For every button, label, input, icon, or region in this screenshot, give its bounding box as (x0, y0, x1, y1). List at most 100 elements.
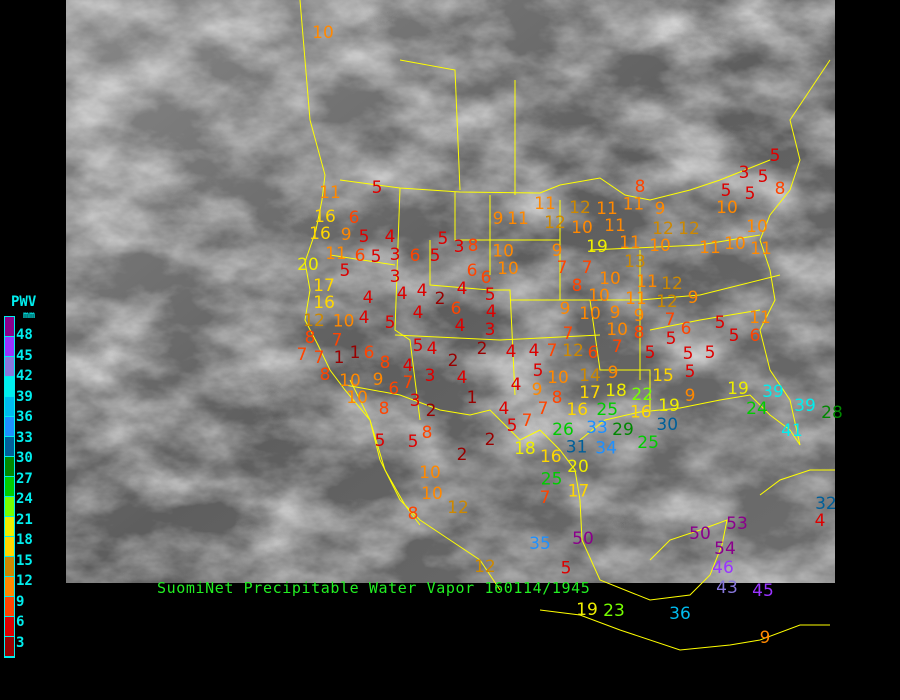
station-pwv-value: 5 (372, 178, 383, 198)
station-pwv-value: 10 (339, 371, 361, 391)
legend-band (5, 477, 14, 497)
station-pwv-value: 2 (435, 289, 446, 309)
state-line (559, 200, 651, 410)
station-pwv-value: 1 (334, 348, 345, 368)
station-pwv-value: 11 (534, 194, 556, 214)
political-borders (299, 0, 835, 651)
us-mexico-border (344, 384, 541, 441)
station-pwv-value: 10 (599, 269, 621, 289)
station-pwv-value: 41 (781, 421, 803, 441)
station-pwv-value: 4 (385, 227, 396, 247)
station-pwv-value: 33 (586, 418, 608, 438)
station-pwv-value: 11 (699, 238, 721, 258)
station-pwv-value: 12 (303, 311, 325, 331)
station-pwv-value: 5 (408, 432, 419, 452)
station-pwv-value: 16 (309, 224, 331, 244)
legend-band (5, 317, 14, 337)
station-pwv-value: 5 (413, 336, 424, 356)
station-pwv-value: 4 (498, 399, 509, 419)
station-pwv-value: 6 (481, 268, 492, 288)
state-line (510, 274, 781, 301)
station-pwv-value: 9 (532, 380, 543, 400)
station-pwv-value: 3 (390, 245, 401, 265)
state-line (454, 192, 491, 275)
station-pwv-value: 5 (729, 326, 740, 346)
station-pwv-value: 3 (739, 163, 750, 183)
station-pwv-value: 7 (522, 411, 533, 431)
station-pwv-value: 11 (625, 289, 647, 309)
station-pwv-value: 50 (689, 524, 711, 544)
legend-band (5, 417, 14, 437)
station-pwv-value: 16 (313, 293, 335, 313)
legend-label: 42 (16, 368, 33, 384)
station-pwv-value: 7 (612, 337, 623, 357)
legend-label: 36 (16, 409, 33, 425)
station-pwv-value: 15 (652, 366, 674, 386)
station-pwv-value: 7 (547, 341, 558, 361)
station-pwv-value: 12 (544, 213, 566, 233)
station-pwv-value: 8 (380, 353, 391, 373)
station-pwv-value: 5 (371, 247, 382, 267)
station-pwv-value: 5 (430, 246, 441, 266)
legend-band (5, 617, 14, 637)
legend-label: 48 (16, 327, 33, 343)
station-pwv-value: 3 (425, 366, 436, 386)
legend-band (5, 437, 14, 457)
station-pwv-value: 5 (359, 227, 370, 247)
station-pwv-value: 18 (605, 381, 627, 401)
station-pwv-value: 9 (341, 225, 352, 245)
station-pwv-value: 43 (716, 578, 738, 598)
legend-label: 21 (16, 511, 33, 528)
station-pwv-value: 17 (313, 276, 335, 296)
station-pwv-value: 12 (562, 341, 584, 361)
station-pwv-value: 12 (569, 198, 591, 218)
station-pwv-value: 2 (457, 445, 468, 465)
station-pwv-value: 5 (375, 431, 386, 451)
legend-unit: mm (23, 310, 36, 321)
station-pwv-value: 6 (467, 261, 478, 281)
station-pwv-value: 17 (579, 383, 601, 403)
station-pwv-value: 5 (715, 313, 726, 333)
legend-band (5, 517, 14, 537)
station-pwv-value: 16 (314, 207, 336, 227)
station-pwv-value: 9 (685, 386, 696, 406)
state-line (394, 334, 601, 341)
station-pwv-value: 26 (552, 420, 574, 440)
station-pwv-value: 12 (678, 219, 700, 239)
station-pwv-value: 4 (529, 341, 540, 361)
pwv-legend: PWV mm 48 45 42 39 36 33 30 27 24 21 18 15 12 9 6 3 (0, 292, 60, 672)
station-pwv-value: 1 (467, 388, 478, 408)
station-pwv-value: 10 (716, 198, 738, 218)
station-pwv-value: 6 (388, 379, 399, 399)
legend-band (5, 597, 14, 617)
station-pwv-value: 5 (685, 362, 696, 382)
station-pwv-value: 30 (656, 415, 678, 435)
station-pwv-value: 9 (560, 299, 571, 319)
station-pwv-value: 3 (410, 391, 421, 411)
station-pwv-value: 18 (514, 439, 536, 459)
station-pwv-value: 5 (339, 261, 350, 281)
pacific-coastline (299, 0, 501, 591)
station-pwv-value: 16 (566, 400, 588, 420)
legend-band (5, 397, 14, 417)
legend-label: 9 (16, 593, 25, 610)
station-pwv-value: 5 (561, 558, 572, 578)
station-pwv-value: 8 (552, 388, 563, 408)
legend-label: 18 (16, 532, 33, 548)
station-pwv-value: 20 (297, 255, 319, 275)
station-pwv-value: 14 (579, 366, 601, 386)
station-pwv-value: 16 (540, 447, 562, 467)
station-pwv-value: 4 (363, 288, 374, 308)
station-pwv-value: 4 (506, 342, 517, 362)
station-pwv-value: 10 (724, 234, 746, 254)
station-pwv-value: 16 (630, 403, 652, 423)
station-pwv-value: 50 (572, 529, 594, 549)
legend-label: 3 (16, 634, 25, 651)
station-pwv-value: 8 (422, 423, 433, 443)
station-pwv-value: 5 (533, 361, 544, 381)
station-pwv-value: 19 (727, 379, 749, 399)
station-pwv-value: 4 (486, 302, 497, 322)
station-pwv-value: 10 (579, 304, 601, 324)
station-pwv-value: 7 (403, 373, 414, 393)
